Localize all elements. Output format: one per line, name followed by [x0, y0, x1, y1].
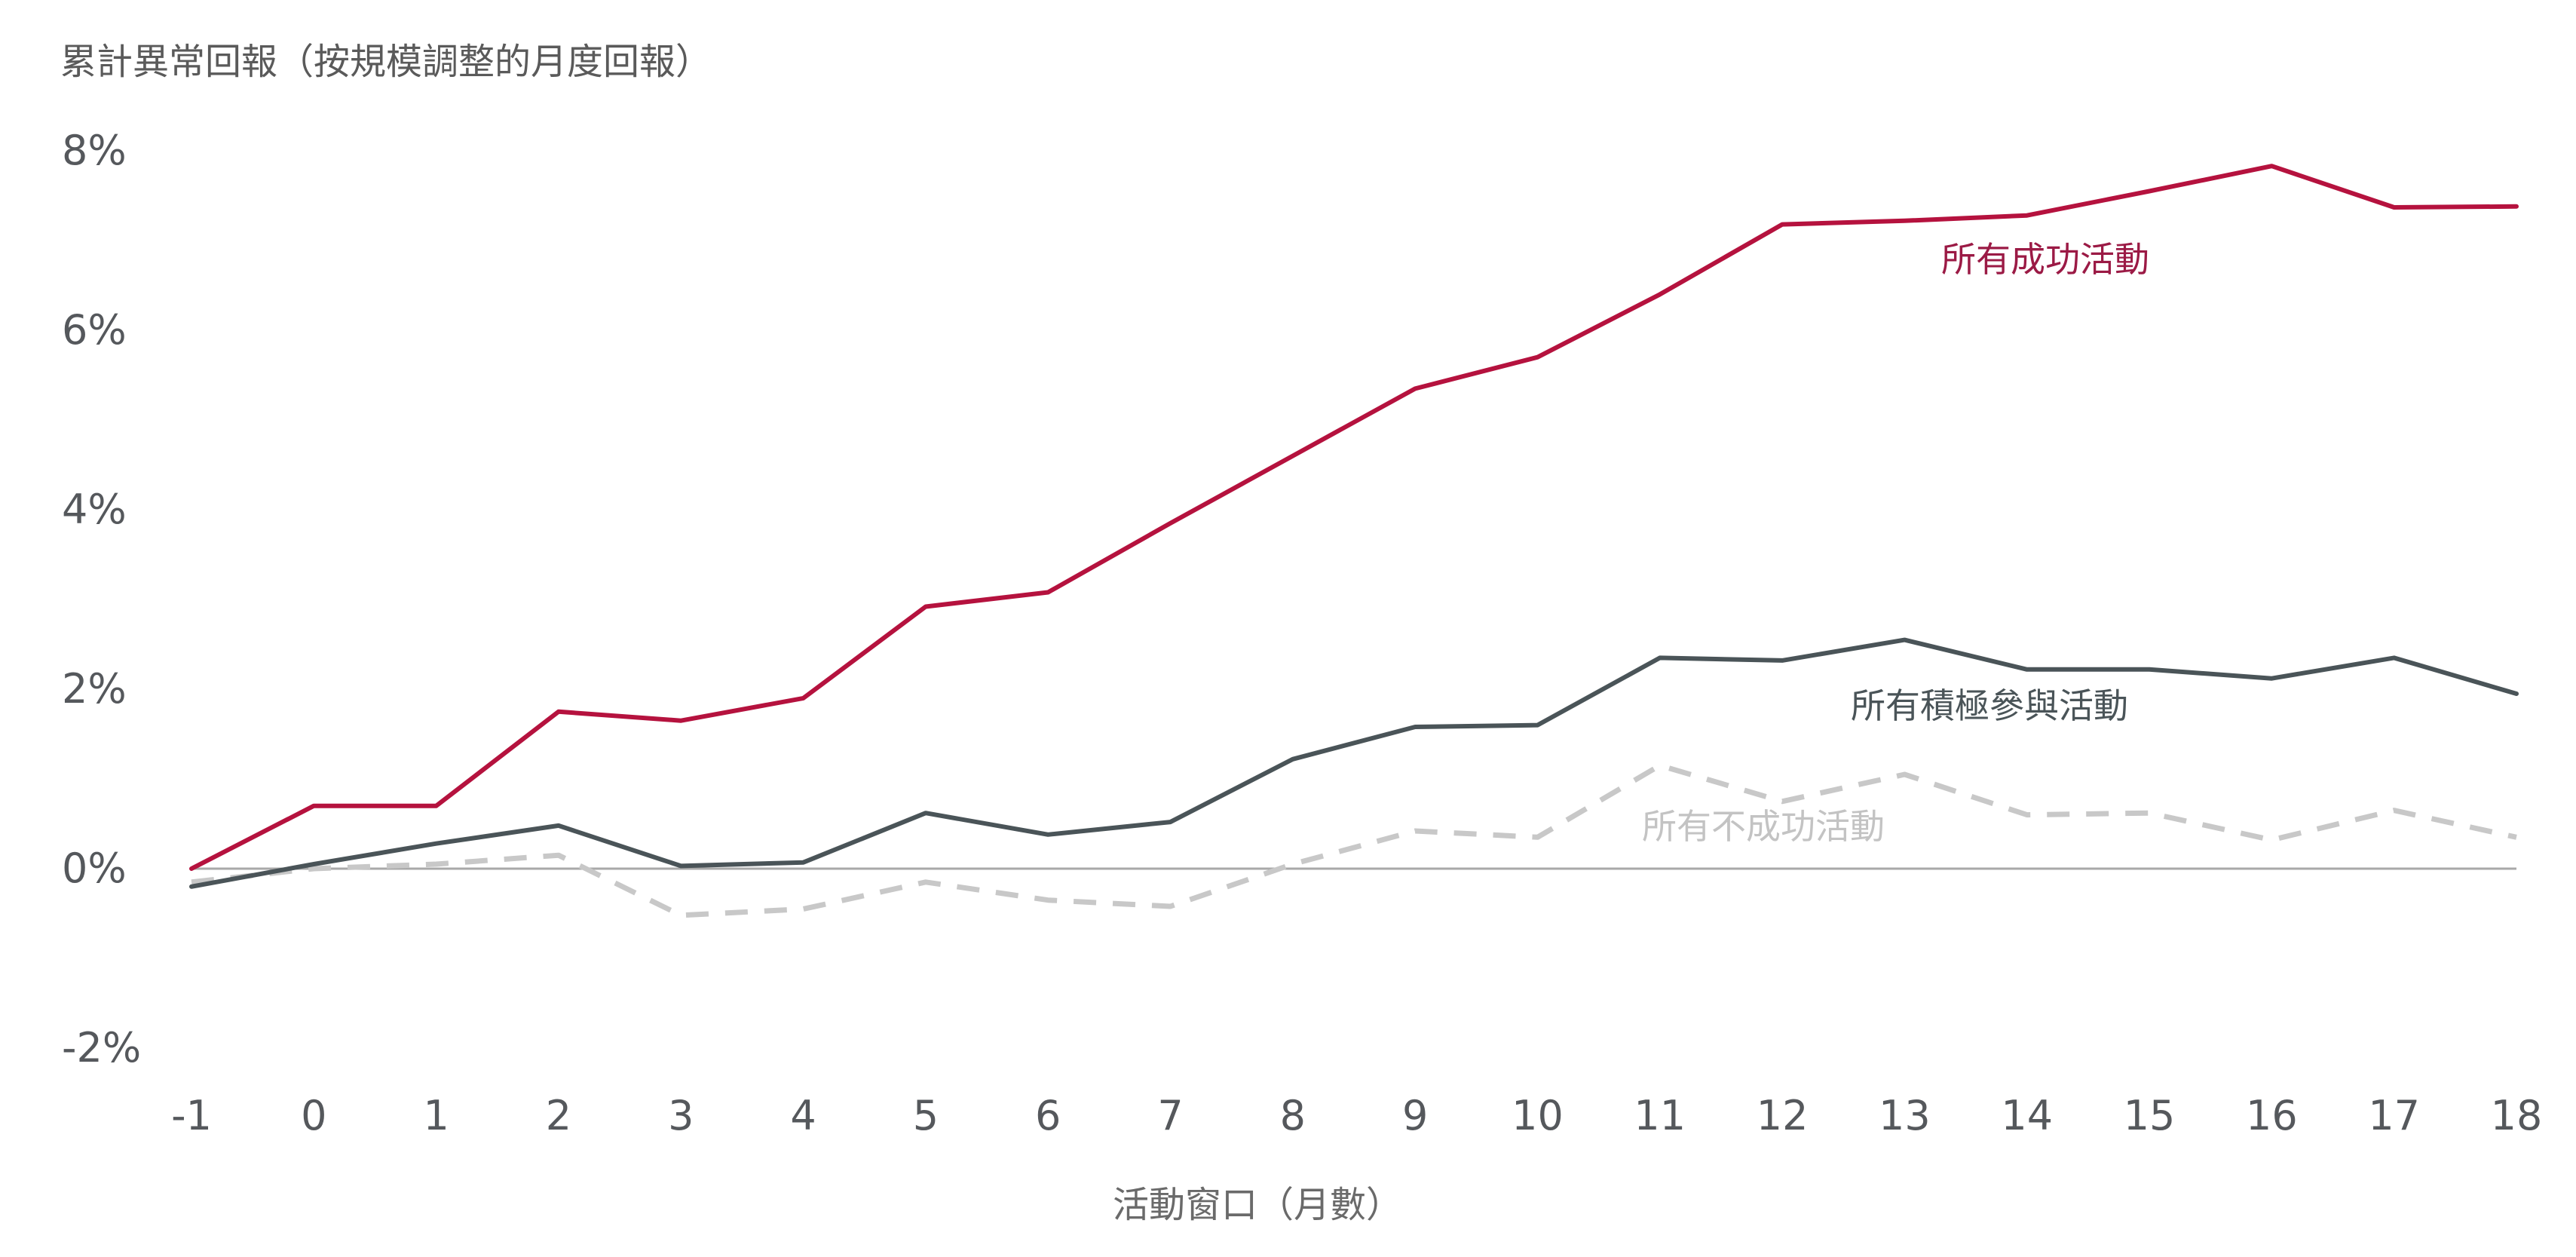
x-tick-label: 9: [1402, 1092, 1428, 1139]
series-label-2: 所有不成功活動: [1642, 806, 1885, 847]
x-tick-label: 8: [1280, 1092, 1306, 1139]
x-tick-label: 3: [668, 1092, 694, 1139]
x-tick-label: 12: [1757, 1092, 1809, 1139]
x-tick-label: 2: [546, 1092, 571, 1139]
x-tick-label: 18: [2491, 1092, 2543, 1139]
y-axis-ticks: 8% 6% 4% 2% 0% -2%: [62, 127, 141, 1072]
y-tick-label: 8%: [62, 127, 127, 174]
x-tick-label: 5: [913, 1092, 939, 1139]
series-line-2: [191, 762, 2517, 918]
series-label-0: 所有成功活動: [1941, 239, 2149, 280]
x-tick-label: 4: [790, 1092, 816, 1139]
x-tick-label: 16: [2246, 1092, 2298, 1139]
x-tick-label: 0: [301, 1092, 326, 1139]
series-line-0: [189, 164, 2519, 871]
y-axis-title: 累計異常回報（按規模調整的月度回報）: [60, 41, 712, 83]
y-tick-label: -2%: [62, 1024, 141, 1072]
y-tick-label: 2%: [62, 665, 127, 713]
y-tick-label: 6%: [62, 306, 127, 354]
x-tick-label: 15: [2124, 1092, 2176, 1139]
x-tick-label: 1: [423, 1092, 449, 1139]
x-tick-label: 14: [2001, 1092, 2053, 1139]
x-tick-label: 11: [1634, 1092, 1686, 1139]
series-line-1: [189, 637, 2519, 889]
series-label-1: 所有積極參與活動: [1851, 685, 2128, 726]
x-tick-label: 17: [2368, 1092, 2420, 1139]
y-tick-label: 0%: [62, 845, 127, 892]
x-tick-label: 10: [1512, 1092, 1564, 1139]
x-axis-ticks: -1 0 1 2 3 4 5 6 7 8 9 10 11 12 13 14 15 16 17 18: [171, 1092, 2542, 1139]
x-axis-title: 活動窗口（月數）: [1113, 1184, 1402, 1226]
x-tick-label: -1: [171, 1092, 212, 1139]
x-tick-label: 6: [1035, 1092, 1061, 1139]
series-lines: [189, 164, 2519, 918]
x-tick-label: 13: [1879, 1092, 1931, 1139]
y-tick-label: 4%: [62, 486, 127, 533]
x-tick-label: 7: [1157, 1092, 1183, 1139]
